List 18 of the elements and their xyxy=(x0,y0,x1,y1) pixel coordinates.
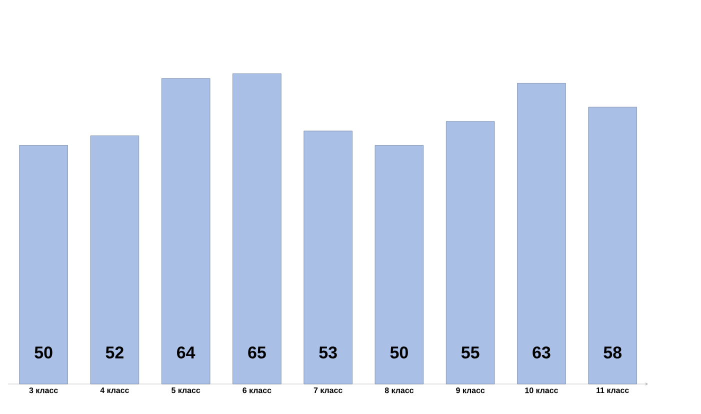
data-label: 50 xyxy=(390,346,408,358)
data-label: 64 xyxy=(177,346,196,358)
bar xyxy=(90,136,140,384)
data-label: 50 xyxy=(34,346,52,358)
data-label: 55 xyxy=(461,346,480,358)
data-label: 65 xyxy=(248,346,266,358)
bar xyxy=(19,145,68,384)
data-label: 58 xyxy=(604,346,622,358)
bar xyxy=(588,106,637,384)
bar xyxy=(446,121,495,384)
bar xyxy=(304,130,352,384)
data-label: 52 xyxy=(106,346,124,358)
data-label: 53 xyxy=(319,346,337,358)
bar xyxy=(161,78,210,384)
bar xyxy=(517,83,566,384)
bar xyxy=(374,145,424,384)
data-label: 63 xyxy=(532,346,550,358)
bar xyxy=(232,73,282,384)
